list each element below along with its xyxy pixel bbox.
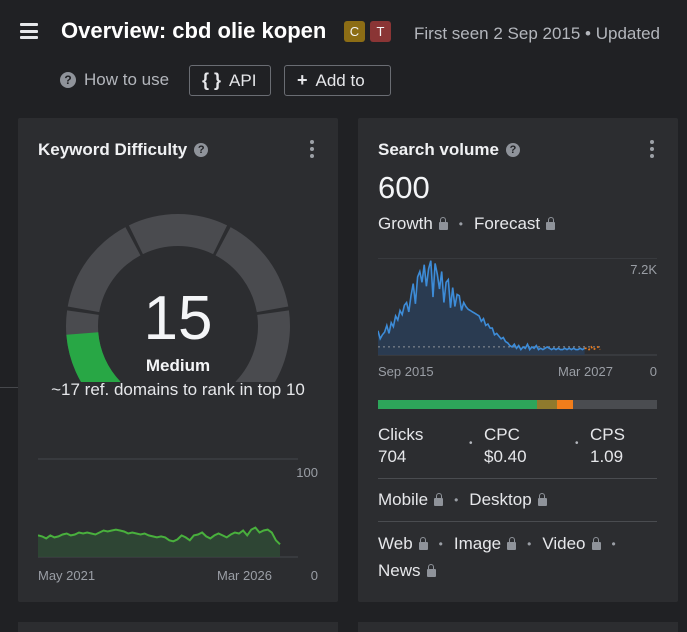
traffic-share-segment xyxy=(573,400,657,409)
separator-dot: • xyxy=(575,438,579,449)
separator-dot: • xyxy=(611,537,616,551)
mobile-label[interactable]: Mobile xyxy=(378,490,429,509)
how-to-use-link[interactable]: ? How to use xyxy=(60,70,169,90)
gauge-fill xyxy=(66,332,121,382)
traffic-share-segment xyxy=(556,400,574,409)
volume-x-start-label: Sep 2015 xyxy=(378,364,434,379)
braces-icon: { } xyxy=(202,70,222,90)
gauge-segment xyxy=(235,310,290,382)
add-to-button[interactable]: + Add to xyxy=(284,65,391,96)
gauge-segment xyxy=(215,227,289,313)
lock-icon xyxy=(426,564,436,577)
difficulty-trend-chart xyxy=(38,458,298,558)
volume-area xyxy=(378,260,585,355)
separator-dot: • xyxy=(527,537,532,551)
header: Overview: cbd olie kopen C T First seen … xyxy=(0,0,687,110)
cps-value: 1.09 xyxy=(590,447,624,466)
divider xyxy=(378,521,657,522)
clicks-metric: Clicks 704 xyxy=(378,424,423,468)
keyword-difficulty-card: Keyword Difficulty ? 15 Medium ~17 ref. … xyxy=(18,118,338,602)
news-label[interactable]: News xyxy=(378,561,421,580)
desktop-label[interactable]: Desktop xyxy=(469,490,532,509)
how-to-use-label: How to use xyxy=(84,70,170,89)
difficulty-gauge xyxy=(66,214,290,382)
web-label[interactable]: Web xyxy=(378,534,413,553)
traffic-share-bar xyxy=(378,400,657,409)
next-card xyxy=(18,622,338,632)
lock-icon xyxy=(507,537,517,550)
page-title: Overview: cbd olie kopen xyxy=(61,18,327,43)
lock-icon xyxy=(418,537,428,550)
ref-domains-text: ~17 ref. domains to rank in top 10 xyxy=(51,380,305,399)
cpc-value: $0.40 xyxy=(484,447,527,466)
separator-dot: • xyxy=(458,217,463,231)
traffic-share-segment xyxy=(537,400,557,409)
separator-dot: • xyxy=(469,438,473,449)
trend-x-end-label: Mar 2026 xyxy=(217,568,272,583)
cpc-label: CPC xyxy=(484,425,520,444)
plus-icon: + xyxy=(297,70,308,90)
forecast-label[interactable]: Forecast xyxy=(474,214,541,233)
search-volume-title: Search volume ? xyxy=(378,140,520,160)
more-options-icon[interactable] xyxy=(310,140,314,161)
search-volume-title-text: Search volume xyxy=(378,140,499,159)
keyword-difficulty-title-text: Keyword Difficulty xyxy=(38,140,188,159)
difficulty-level: Medium xyxy=(145,356,211,375)
cpc-metric: CPC $0.40 xyxy=(484,424,527,468)
gauge-segment xyxy=(67,227,141,313)
separator-dot: • xyxy=(454,493,459,507)
hamburger-menu-icon[interactable] xyxy=(20,23,38,39)
separator-dot: • xyxy=(438,537,443,551)
growth-forecast-row: Growth • Forecast xyxy=(378,214,556,234)
divider xyxy=(378,478,657,479)
serp-features-row-2: News xyxy=(378,561,436,581)
difficulty-score: 15 xyxy=(143,284,213,353)
serp-features-row: Web • Image • Video • xyxy=(378,534,621,554)
lock-icon xyxy=(537,493,547,506)
next-card xyxy=(358,622,678,632)
volume-line xyxy=(378,260,586,352)
cps-label: CPS xyxy=(590,425,625,444)
traffic-share-segment xyxy=(378,400,538,409)
more-options-icon[interactable] xyxy=(650,140,654,161)
lock-icon xyxy=(546,217,556,230)
search-volume-chart xyxy=(378,258,657,356)
clicks-value: 704 xyxy=(378,447,407,466)
intent-badge-transactional: T xyxy=(370,21,391,42)
keyword-difficulty-title: Keyword Difficulty ? xyxy=(38,140,209,160)
search-volume-value: 600 xyxy=(378,170,430,205)
cps-metric: CPS 1.09 xyxy=(590,424,625,468)
help-icon[interactable]: ? xyxy=(194,143,209,157)
clicks-label: Clicks xyxy=(378,425,424,444)
api-button-label: API xyxy=(229,70,257,90)
clicks-cpc-cps-metrics: Clicks 704 • CPC $0.40 • CPS 1.09 xyxy=(378,424,658,470)
api-button[interactable]: { } API xyxy=(189,65,271,96)
volume-y-max-label: 7.2K xyxy=(630,262,657,277)
lock-icon xyxy=(591,537,601,550)
volume-x-end-label: Mar 2027 xyxy=(558,364,613,379)
forecast-line xyxy=(584,345,601,351)
lock-icon xyxy=(434,493,444,506)
add-to-button-label: Add to xyxy=(315,70,365,90)
video-label[interactable]: Video xyxy=(542,534,586,553)
intent-badge-commercial: C xyxy=(344,21,365,42)
divider xyxy=(0,387,18,388)
growth-label[interactable]: Growth xyxy=(378,214,433,233)
trend-y-min-label: 0 xyxy=(310,568,318,583)
trend-line xyxy=(38,526,281,546)
help-icon[interactable]: ? xyxy=(505,143,520,157)
lock-icon xyxy=(438,217,448,230)
volume-y-min-label: 0 xyxy=(649,364,657,379)
image-label[interactable]: Image xyxy=(453,534,502,553)
device-row: Mobile • Desktop xyxy=(378,490,547,510)
gauge-segment xyxy=(128,214,228,255)
trend-y-max-label: 100 xyxy=(296,465,318,480)
first-seen-meta: First seen 2 Sep 2015 • Updated xyxy=(414,24,660,43)
trend-x-start-label: May 2021 xyxy=(38,568,96,583)
search-volume-card: Search volume ? 600 Growth • Forecast 7.… xyxy=(358,118,678,602)
help-icon: ? xyxy=(60,72,76,88)
